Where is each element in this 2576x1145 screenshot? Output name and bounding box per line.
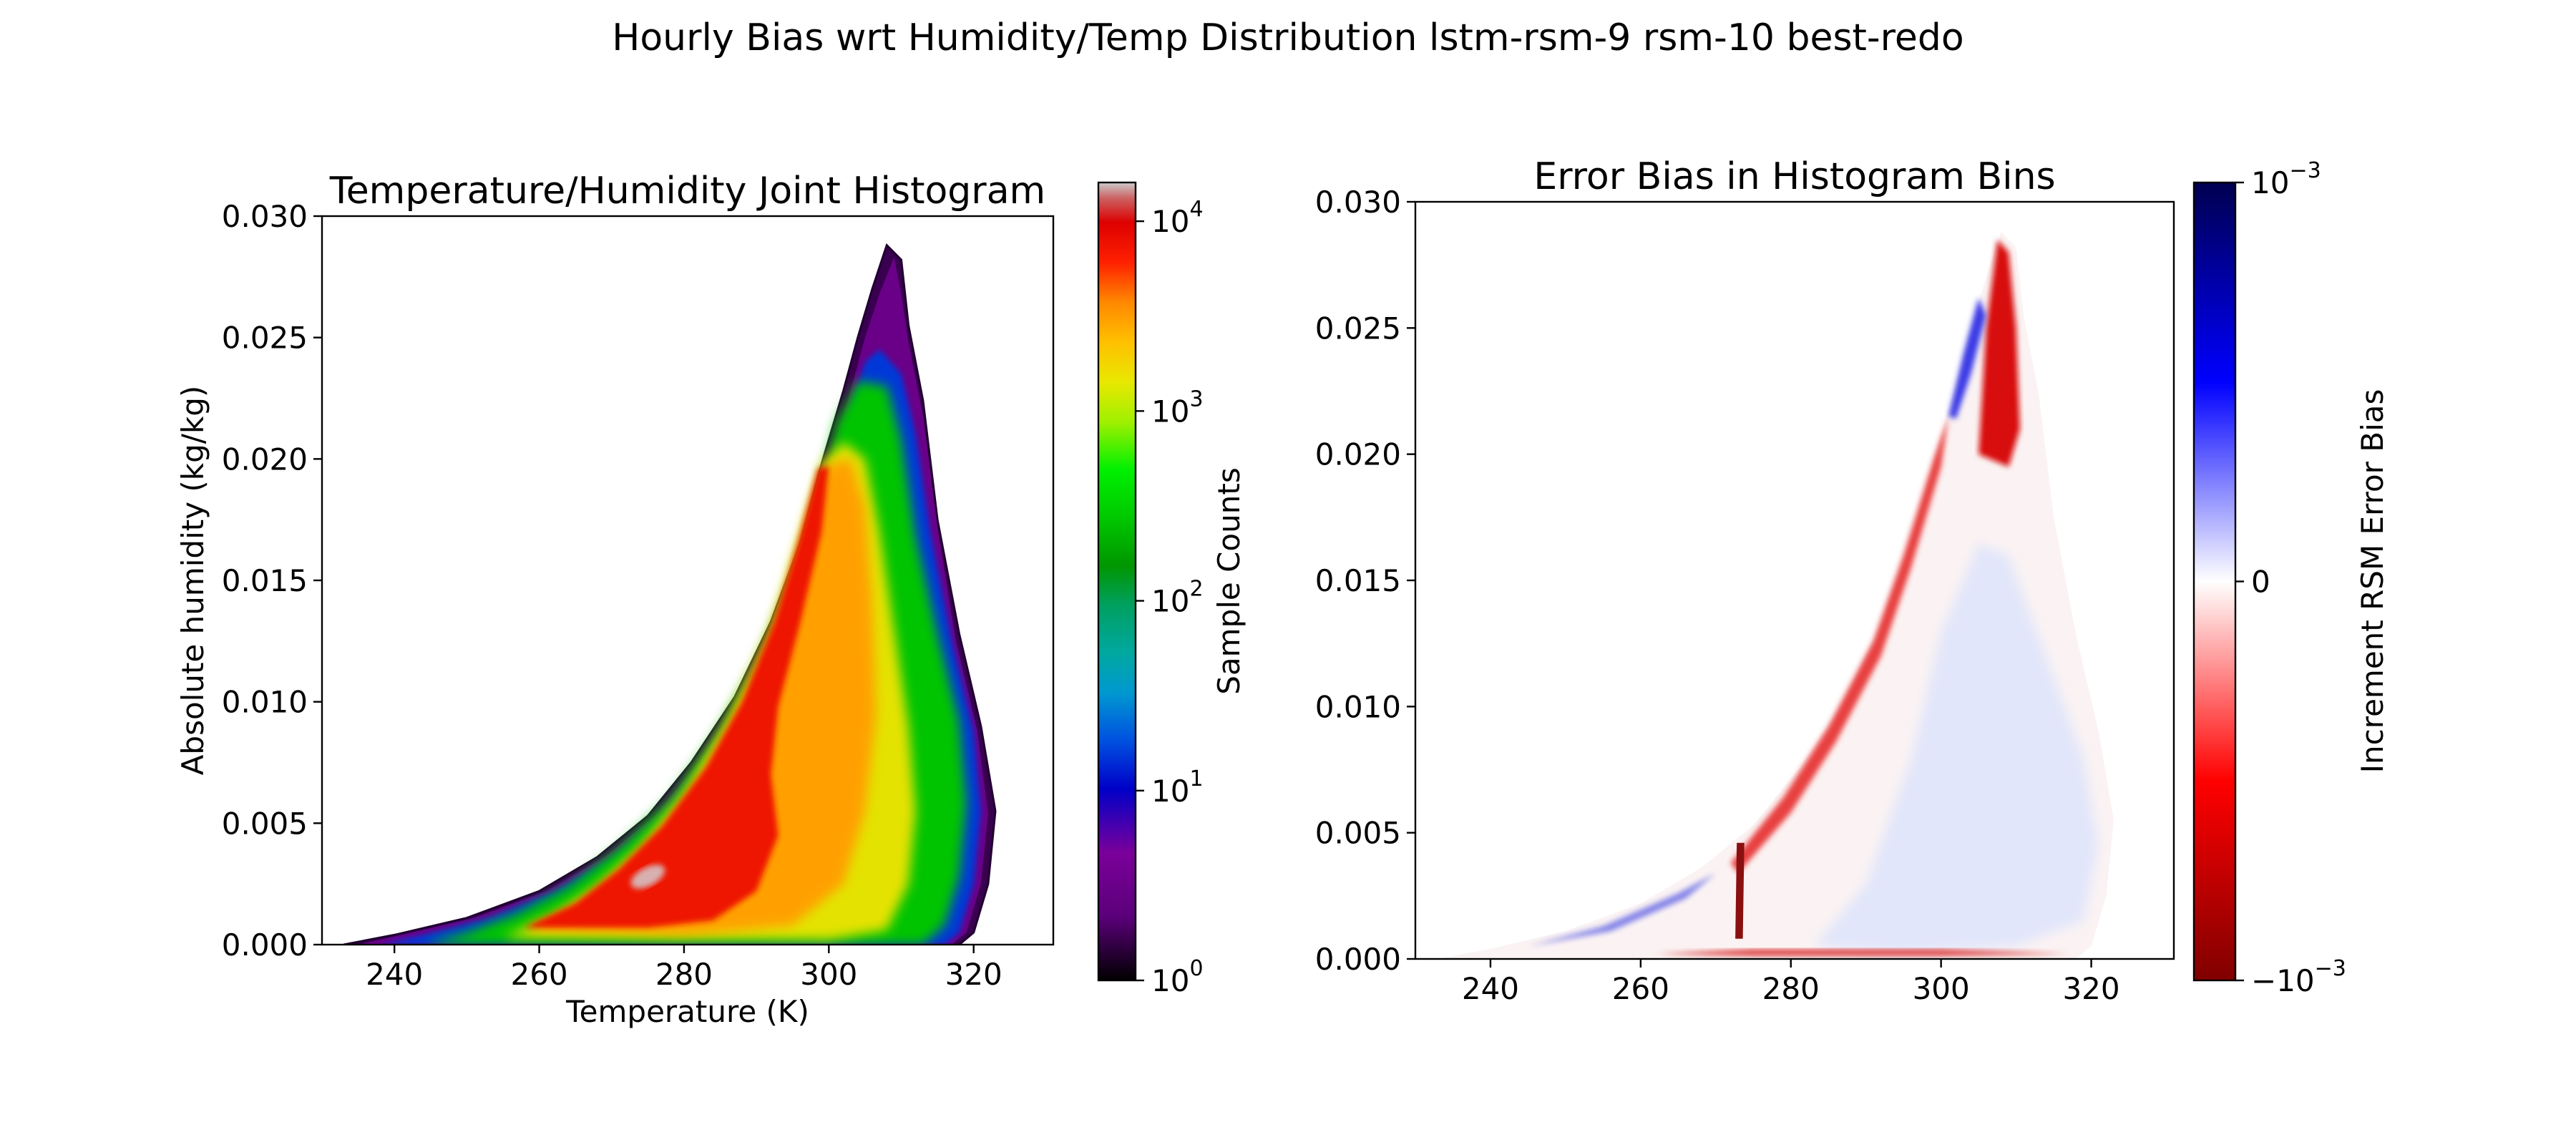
histogram-y-tick-label: 0.000 (222, 927, 308, 963)
figure-suptitle: Hourly Bias wrt Humidity/Temp Distributi… (612, 16, 1963, 59)
histogram-x-tick-label: 260 (510, 957, 567, 992)
bias-x-tick-label: 260 (1612, 971, 1669, 1006)
histogram-y-axis-label: Absolute humidity (kg/kg) (175, 386, 210, 776)
bias-low-humidity-band (1655, 948, 2069, 957)
bias-x-tick-label: 240 (1462, 971, 1519, 1006)
histogram-colorbar-tick-label: 103 (1151, 386, 1204, 429)
bias-y-tick-label: 0.000 (1315, 942, 1401, 977)
histogram-y-ticks: 0.000 0.005 0.010 0.015 0.020 0.025 0.030 (222, 199, 322, 963)
histogram-panel: Temperature/Humidity Joint Histogram 240… (175, 170, 1246, 1029)
bias-x-tick-label: 300 (1913, 971, 1970, 1006)
bias-title: Error Bias in Histogram Bins (1533, 155, 2055, 198)
histogram-x-tick-label: 240 (366, 957, 423, 992)
bias-y-tick-label: 0.025 (1315, 311, 1401, 346)
bias-y-tick-label: 0.005 (1315, 816, 1401, 851)
histogram-density-layers (343, 243, 997, 945)
bias-density-layers (1438, 232, 2114, 959)
histogram-colorbar-label: Sample Counts (1211, 467, 1246, 694)
bias-x-tick-label: 280 (1762, 971, 1820, 1006)
bias-tip-negative (1979, 239, 2020, 467)
density-band-3000 (525, 459, 877, 935)
bias-region-positive (1813, 542, 2099, 954)
histogram-colorbar-tick-label: 102 (1151, 577, 1204, 619)
histogram-x-axis-label: Temperature (K) (565, 994, 809, 1029)
bias-y-tick-label: 0.015 (1315, 563, 1401, 598)
histogram-x-tick-label: 280 (655, 957, 713, 992)
histogram-colorbar-tick-label: 104 (1151, 197, 1204, 239)
bias-heatmap (1438, 232, 2114, 959)
bias-freezing-line (1735, 842, 1745, 939)
histogram-colorbar-tick-label: 100 (1151, 956, 1204, 998)
histogram-y-tick-label: 0.025 (222, 321, 308, 356)
histogram-heatmap (343, 243, 997, 945)
bias-colorbar-tick-label: −10−3 (2251, 956, 2346, 998)
bias-x-ticks: 240 260 280 300 320 (1462, 959, 2120, 1006)
density-band-10000 (525, 466, 829, 928)
histogram-y-tick-label: 0.010 (222, 685, 308, 720)
bias-colorbar-tick-label: 0 (2251, 565, 2270, 600)
histogram-colorbar-ticks: 100 101 102 103 104 (1136, 197, 1204, 998)
density-peak (630, 864, 665, 889)
bias-y-tick-label: 0.010 (1315, 689, 1401, 724)
histogram-y-tick-label: 0.020 (222, 442, 308, 477)
bias-colorbar-tick-label: 10−3 (2251, 158, 2321, 200)
bias-tip-positive (1948, 298, 1986, 419)
histogram-colorbar-tick-label: 101 (1151, 766, 1204, 809)
bias-x-tick-label: 320 (2062, 971, 2119, 1006)
bias-y-ticks: 0.000 0.005 0.010 0.015 0.020 0.025 0.030 (1315, 185, 1415, 977)
histogram-y-tick-label: 0.030 (222, 199, 308, 234)
histogram-title: Temperature/Humidity Joint Histogram (329, 170, 1045, 213)
bias-y-tick-label: 0.020 (1315, 437, 1401, 472)
histogram-y-tick-label: 0.005 (222, 806, 308, 841)
bias-panel: Error Bias in Histogram Bins 240 260 280 30… (1315, 155, 2390, 1006)
histogram-x-tick-label: 300 (800, 957, 857, 992)
histogram-x-ticks: 240 260 280 300 320 (366, 945, 1002, 992)
bias-y-tick-label: 0.030 (1315, 185, 1401, 220)
histogram-colorbar (1097, 181, 1137, 982)
bias-colorbar (2192, 181, 2237, 982)
bias-colorbar-ticks: 10−3 0 −10−3 (2235, 158, 2346, 998)
histogram-y-tick-label: 0.015 (222, 563, 308, 598)
bias-colorbar-label: Increment RSM Error Bias (2355, 389, 2390, 774)
histogram-x-tick-label: 320 (945, 957, 1002, 992)
